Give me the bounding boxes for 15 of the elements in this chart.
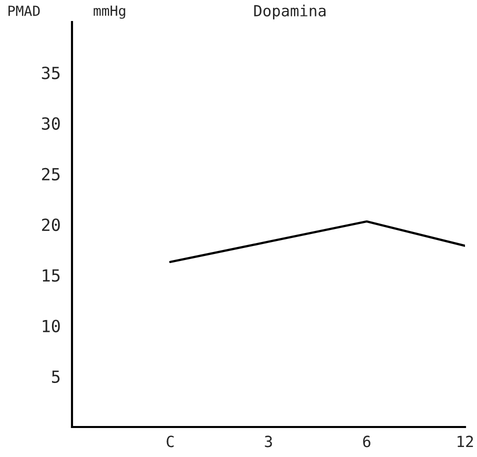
y-axis-title: PMAD	[8, 6, 40, 16]
y-tick-label: 20	[42, 218, 60, 232]
x-tick-label: C	[166, 436, 174, 448]
line-series	[169, 220, 465, 264]
y-tick-label: 35	[42, 66, 60, 80]
y-tick-label: 15	[42, 269, 60, 282]
y-tick-label: 25	[42, 168, 60, 180]
y-tick-label: 30	[42, 117, 60, 130]
chart-title: Dopamina	[254, 4, 326, 20]
y-tick-label: 5	[52, 370, 60, 383]
text: mmHg	[94, 6, 126, 19]
y-tick-label: 10	[42, 320, 60, 332]
x-tick-label: 6	[363, 436, 370, 448]
x-tick-label: 12	[458, 436, 473, 448]
x-tick-label: 3	[264, 436, 272, 448]
